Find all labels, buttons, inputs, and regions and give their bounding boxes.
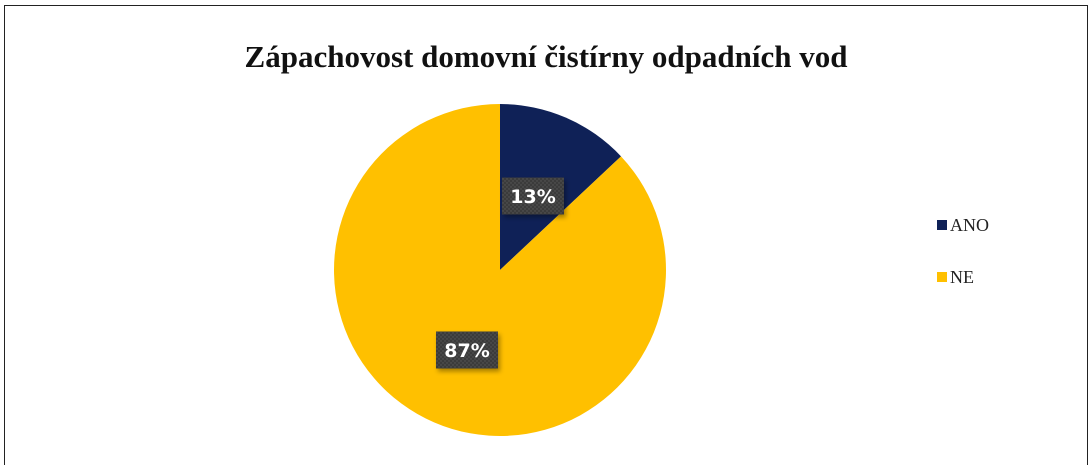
legend-swatch-ano <box>937 220 947 230</box>
legend: ANO NE <box>937 214 989 318</box>
pie-slice-ne <box>333 104 666 436</box>
data-label-box <box>436 331 498 369</box>
data-label-ano: 13% <box>502 177 564 215</box>
legend-label-ne: NE <box>950 266 974 287</box>
legend-item-ne: NE <box>937 266 989 288</box>
data-label-text: 13% <box>510 186 555 208</box>
legend-label-ano: ANO <box>950 214 989 235</box>
data-label-ne: 87% <box>436 331 498 369</box>
legend-item-ano: ANO <box>937 214 989 236</box>
chart-title: Zápachovost domovní čistírny odpadních v… <box>244 39 848 74</box>
data-label-box <box>502 177 564 215</box>
legend-swatch-ne <box>937 272 947 282</box>
data-label-text: 87% <box>444 340 489 362</box>
